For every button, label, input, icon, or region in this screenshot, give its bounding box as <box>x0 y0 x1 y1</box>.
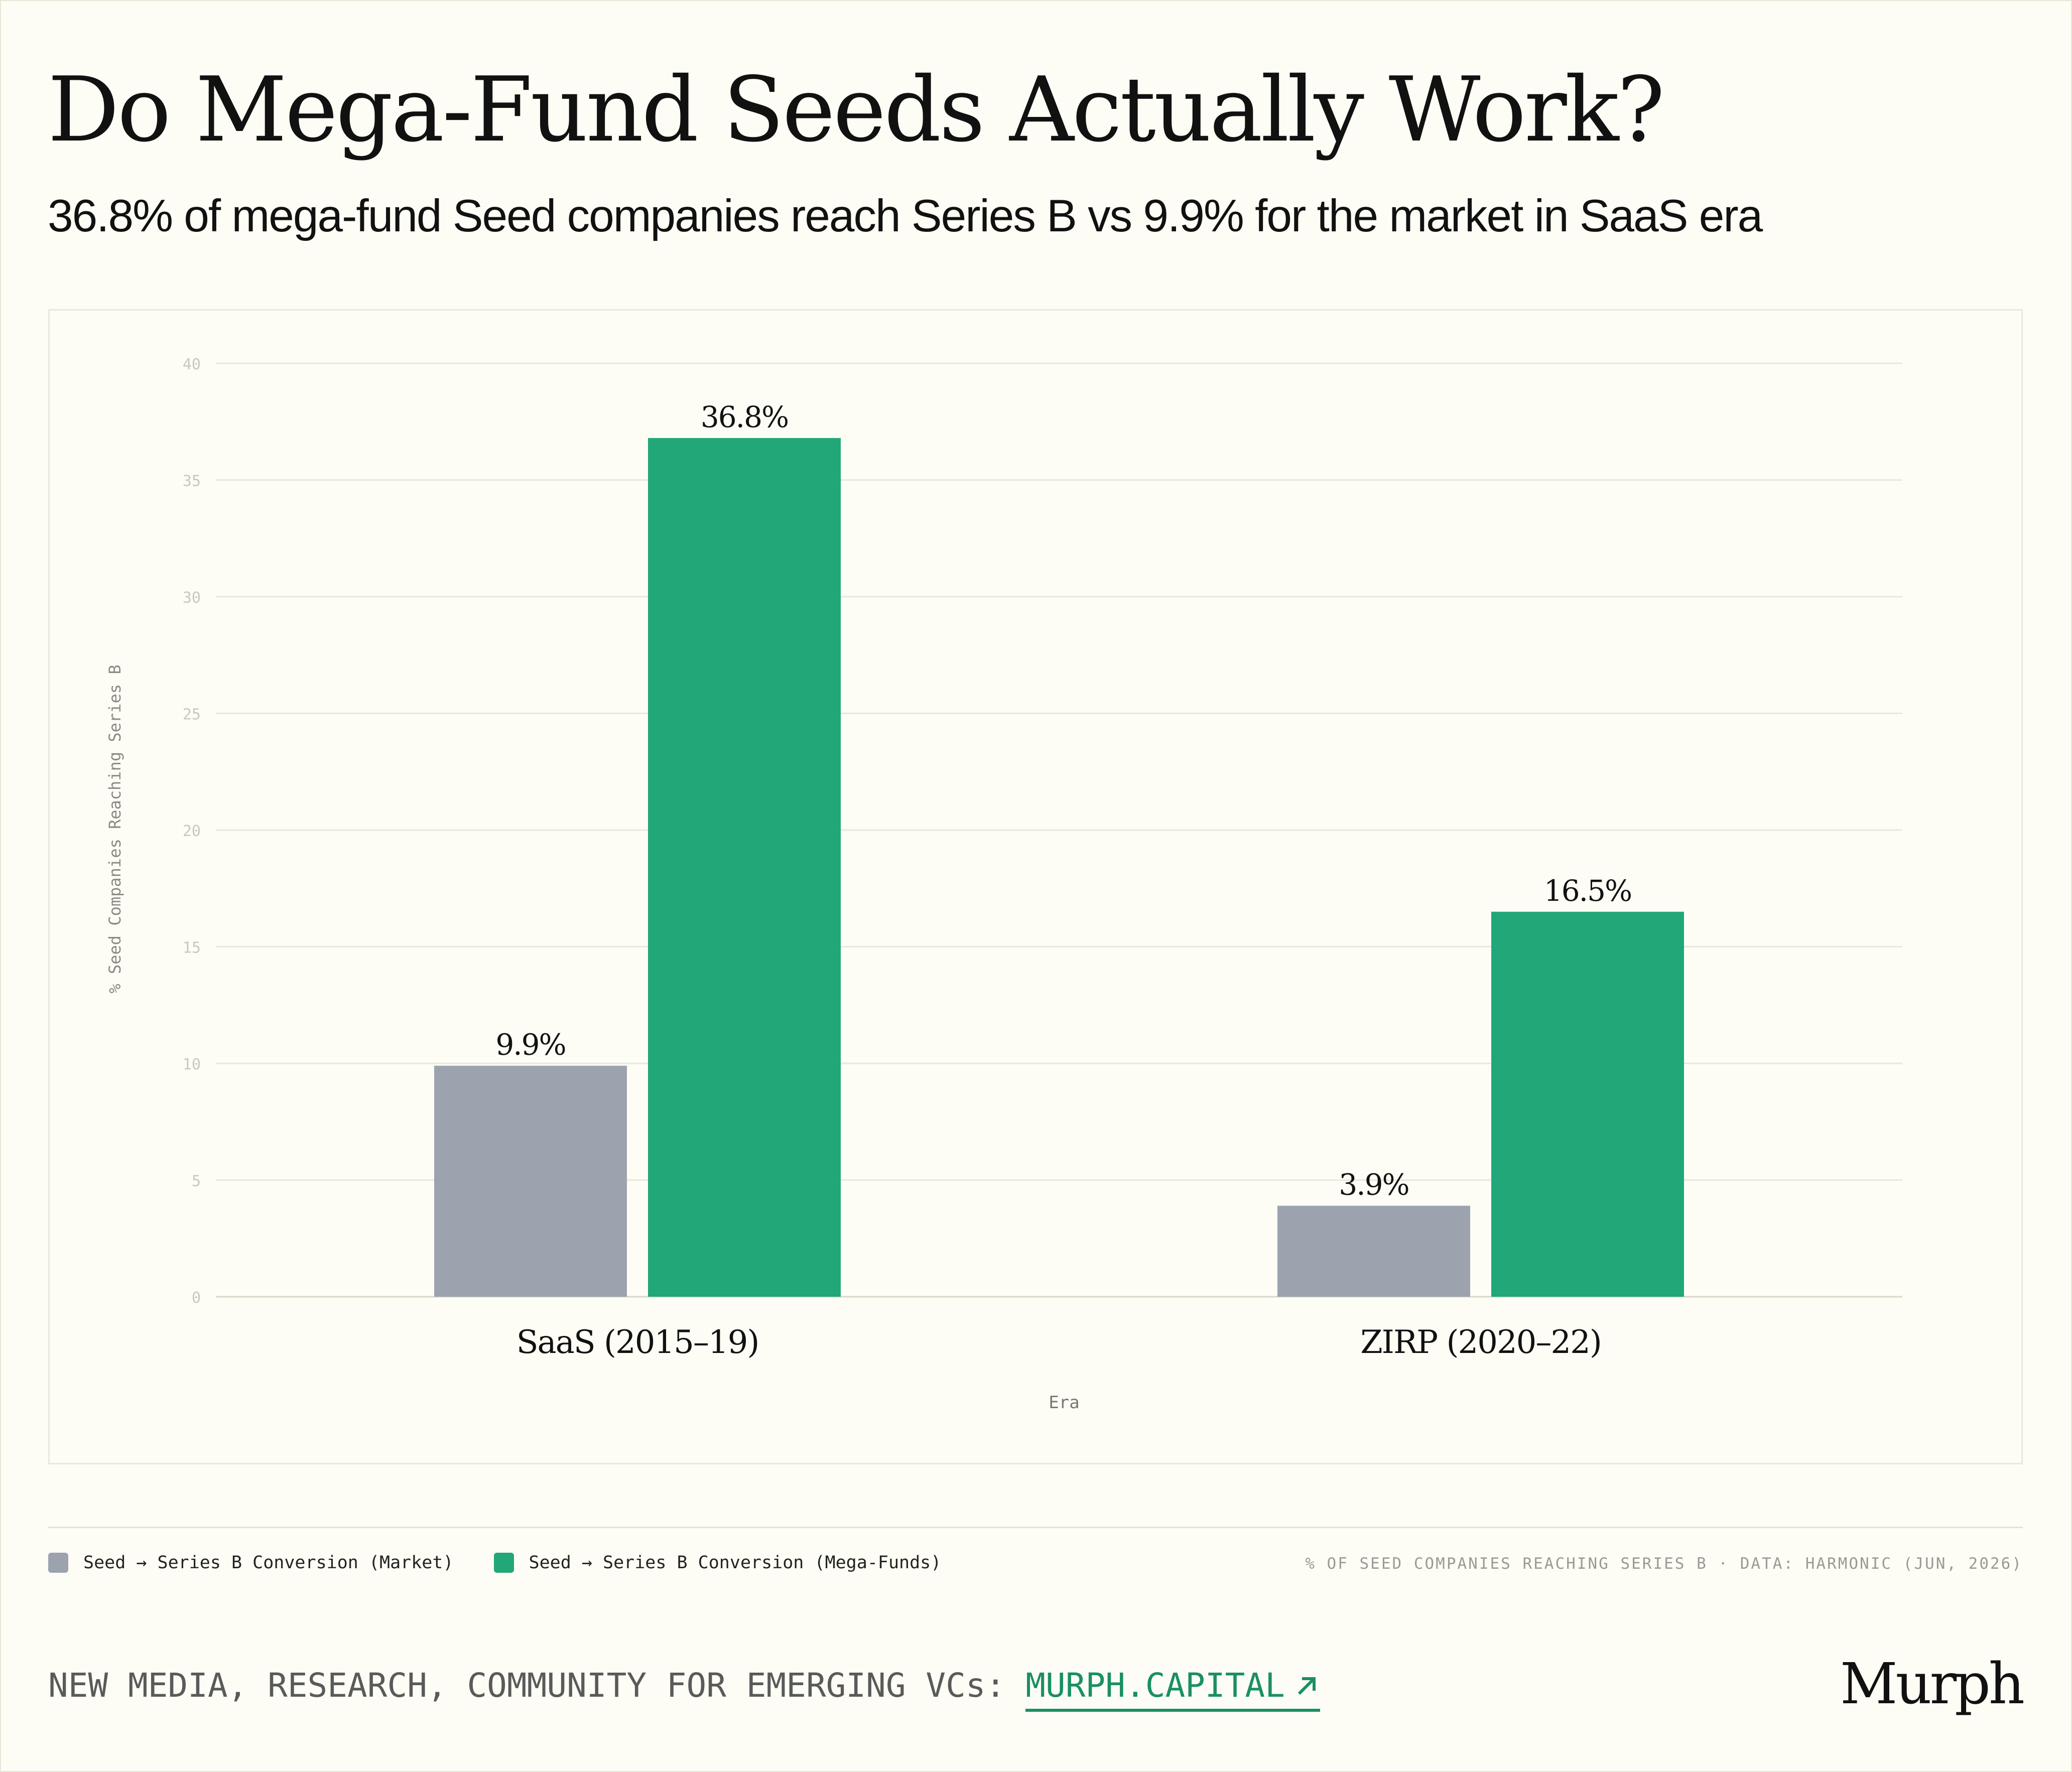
legend: Seed → Series B Conversion (Market) Seed… <box>48 1553 981 1573</box>
y-tick-label: 25 <box>183 706 201 724</box>
bar <box>1491 911 1684 1297</box>
y-tick-label: 15 <box>183 939 201 957</box>
bar <box>648 438 841 1297</box>
chart-panel <box>48 309 2023 1464</box>
source-note: % OF SEED COMPANIES REACHING SERIES B · … <box>1305 1555 2023 1573</box>
x-tick-label: SaaS (2015–19) <box>516 1324 759 1361</box>
divider <box>48 1527 2023 1528</box>
footer-link-label[interactable]: MURPH.CAPITAL <box>1025 1666 1285 1705</box>
x-tick-label: ZIRP (2020–22) <box>1360 1324 1601 1361</box>
y-tick-label: 20 <box>183 823 201 840</box>
y-tick-label: 30 <box>183 589 201 607</box>
chart-subtitle: 36.8% of mega-fund Seed companies reach … <box>48 191 1763 241</box>
data-label: 16.5% <box>1544 874 1631 908</box>
legend-label-mega: Seed → Series B Conversion (Mega-Funds) <box>529 1553 942 1573</box>
y-axis-title: % Seed Companies Reaching Series B <box>105 664 124 993</box>
data-label: 3.9% <box>1339 1168 1408 1202</box>
legend-label-market: Seed → Series B Conversion (Market) <box>83 1553 454 1573</box>
bar-chart: 0 5 10 15 20 25 30 35 40 % Seed Companies Reachin… <box>105 356 1902 1413</box>
legend-item-mega: Seed → Series B Conversion (Mega-Funds) <box>493 1553 942 1573</box>
legend-item-market: Seed → Series B Conversion (Market) <box>48 1553 454 1573</box>
bar <box>1277 1205 1470 1297</box>
legend-swatch-market <box>48 1553 68 1573</box>
legend-swatch-mega <box>493 1553 514 1573</box>
data-label: 9.9% <box>495 1028 565 1062</box>
footer: NEW MEDIA, RESEARCH, COMMUNITY FOR EMERG… <box>48 1666 1320 1712</box>
footer-text: NEW MEDIA, RESEARCH, COMMUNITY FOR EMERG… <box>48 1666 1006 1705</box>
x-axis-title: Era <box>1049 1393 1079 1413</box>
y-tick-label: 10 <box>183 1056 201 1073</box>
murph-logo: Murph <box>1840 1652 2025 1717</box>
bar <box>434 1065 627 1297</box>
y-tick-label: 0 <box>192 1289 201 1307</box>
arrow-up-right-icon <box>1298 1677 1316 1695</box>
y-tick-label: 35 <box>183 473 201 490</box>
data-label: 36.8% <box>701 400 788 434</box>
chart-title: Do Mega-Fund Seeds Actually Work? <box>48 58 1665 162</box>
y-tick-label: 40 <box>183 356 201 373</box>
footer-link[interactable]: MURPH.CAPITAL <box>1025 1666 1320 1712</box>
y-tick-label: 5 <box>192 1173 201 1190</box>
